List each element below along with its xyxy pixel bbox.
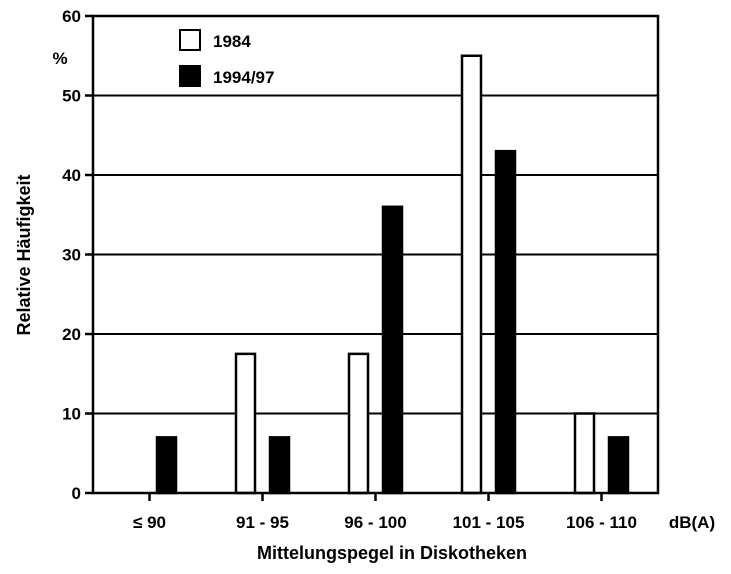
bar-1994-97-4 — [607, 436, 630, 495]
bar-1994-97-2 — [381, 205, 404, 495]
bar-1994-97-0 — [155, 436, 178, 495]
legend-swatch-1994-97 — [179, 65, 201, 87]
x-tick-label: 106 - 110 — [566, 513, 637, 532]
x-axis-title: Mittelungspegel in Diskotheken — [257, 543, 527, 563]
legend: 1984 1994/97 — [179, 29, 274, 87]
bar-1994-97-1 — [268, 436, 291, 495]
x-tick-label: 91 - 95 — [236, 513, 289, 532]
y-tick-label: 40 — [62, 166, 81, 185]
x-tick-label: 96 - 100 — [344, 513, 406, 532]
y-tick-label: 30 — [62, 246, 81, 265]
legend-label-1984: 1984 — [213, 32, 251, 51]
y-tick-label: 10 — [62, 405, 81, 424]
y-unit-label: % — [52, 49, 67, 68]
legend-swatch-1984 — [179, 29, 201, 51]
bar-1984-1 — [234, 352, 257, 495]
bar-1984-2 — [347, 352, 370, 495]
grid-lines — [93, 94, 658, 415]
y-axis-ticks: 0 10 20 30 40 50 60 — [62, 7, 93, 503]
legend-label-1994-97: 1994/97 — [213, 68, 274, 87]
y-tick-label: 60 — [62, 7, 81, 26]
x-tick-label: 101 - 105 — [453, 513, 525, 532]
y-tick-label: 20 — [62, 325, 81, 344]
bar-1994-97-3 — [494, 149, 517, 495]
y-tick-label: 50 — [62, 87, 81, 106]
x-axis-ticks: ≤ 90 91 - 95 96 - 100 101 - 105 106 - 110 — [133, 493, 637, 532]
x-tick-label: ≤ 90 — [133, 513, 166, 532]
x-unit-label: dB(A) — [669, 513, 715, 532]
y-tick-label: 0 — [72, 484, 81, 503]
bars — [155, 54, 630, 495]
y-axis-title: Relative Häufigkeit — [14, 174, 34, 335]
bar-1984-4 — [573, 412, 596, 495]
bar-1984-3 — [460, 54, 483, 495]
